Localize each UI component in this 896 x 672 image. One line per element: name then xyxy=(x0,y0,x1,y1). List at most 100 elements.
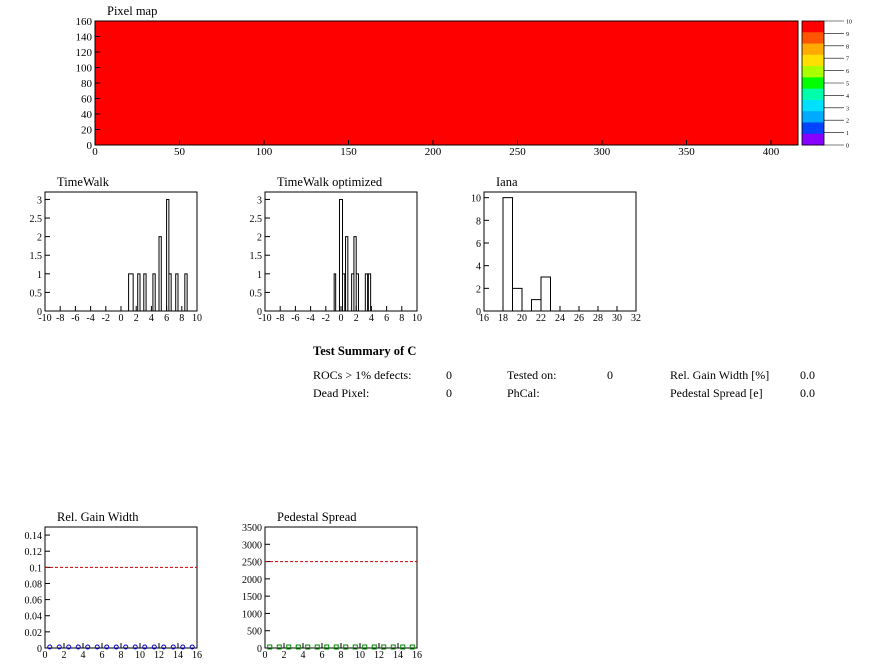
timewalk_opt-xtick-label: -4 xyxy=(306,313,314,324)
timewalk_opt-title: TimeWalk optimized xyxy=(277,175,383,189)
relgain-ytick-label: 0.12 xyxy=(25,547,43,558)
pedspread-ytick-label: 3500 xyxy=(242,523,262,534)
relgain-point xyxy=(94,644,100,650)
pixelmap-ytick-label: 60 xyxy=(81,94,93,106)
relgain-point xyxy=(104,644,110,650)
pedspread-xtick-label: 0 xyxy=(263,650,268,661)
pixelmap-title: Pixel map xyxy=(107,4,157,18)
relgain-ytick-label: 0.1 xyxy=(30,563,43,574)
timewalk-ytick-label: 3 xyxy=(37,195,42,206)
pixelmap-ytick-label: 0 xyxy=(87,140,93,152)
timewalk-xtick-label: 8 xyxy=(179,313,184,324)
timewalk-xtick-label: -8 xyxy=(56,313,64,324)
pedspread-point xyxy=(362,644,368,650)
iana-ytick-label: 8 xyxy=(476,216,481,227)
colorbar-label: 10 xyxy=(846,20,852,26)
timewalk_opt-xtick-label: 10 xyxy=(412,313,422,324)
pedspread-point xyxy=(352,644,358,650)
relgain-point xyxy=(47,644,53,650)
pedspread-point xyxy=(305,644,311,650)
colorbar-band xyxy=(802,122,824,135)
relgain-xtick-label: 12 xyxy=(154,650,164,661)
colorbar-label: 9 xyxy=(846,32,849,38)
timewalk-ytick-label: 2.5 xyxy=(30,214,43,225)
pedspread-point xyxy=(286,644,292,650)
colorbar-band xyxy=(802,43,824,56)
rel-gain-width-label: Rel. Gain Width [%] xyxy=(670,368,770,382)
relgain-ytick-label: 0.06 xyxy=(25,596,43,607)
relgain-xtick-label: 6 xyxy=(100,650,105,661)
timewalk_opt-ytick-label: 0.5 xyxy=(250,288,263,299)
timewalk-xtick-label: -4 xyxy=(86,313,94,324)
pedspread-point xyxy=(295,644,301,650)
iana-frame xyxy=(483,191,637,312)
iana-xtick-label: 18 xyxy=(498,313,508,324)
timewalk_opt-histogram xyxy=(333,198,372,311)
relgain-xtick-label: 14 xyxy=(173,650,183,661)
pedspread-ytick-label: 1000 xyxy=(242,609,262,620)
summary-title: Test Summary of C xyxy=(313,344,417,358)
pedestal-spread-value: 0.0 xyxy=(800,386,815,400)
pedspread-point xyxy=(314,644,320,650)
timewalk-xtick-label: 4 xyxy=(149,313,154,324)
colorbar-label: 1 xyxy=(846,131,849,137)
pixelmap-ytick-label: 80 xyxy=(81,78,93,90)
pedspread-point xyxy=(267,644,273,650)
timewalk-ytick-label: 2 xyxy=(37,233,42,244)
pedspread-ytick-label: 0 xyxy=(257,644,262,655)
timewalk-ytick-label: 1.5 xyxy=(30,251,43,262)
colorbar-label: 6 xyxy=(846,69,849,75)
relgain-xtick-label: 10 xyxy=(135,650,145,661)
timewalk_opt-xtick-label: -10 xyxy=(258,313,271,324)
relgain-xtick-label: 2 xyxy=(62,650,67,661)
rel-gain-width-value: 0.0 xyxy=(800,368,815,382)
iana-title: Iana xyxy=(496,175,518,189)
relgain-xtick-label: 0 xyxy=(43,650,48,661)
pedspread-point xyxy=(343,644,349,650)
pixelmap-ytick-label: 20 xyxy=(81,125,93,137)
relgain-point xyxy=(189,644,195,650)
phcal-label: PhCal: xyxy=(507,386,540,400)
pedspread-xtick-label: 6 xyxy=(320,650,325,661)
pedspread-title: Pedestal Spread xyxy=(277,510,357,524)
colorbar-label: 5 xyxy=(846,82,849,88)
timewalk-xtick-label: -2 xyxy=(102,313,110,324)
timewalk_opt-ytick-label: 2 xyxy=(257,233,262,244)
timewalk_opt-ytick-label: 2.5 xyxy=(250,214,263,225)
pedspread-point xyxy=(409,644,415,650)
colorbar-band xyxy=(802,32,824,45)
pixelmap-ytick-label: 40 xyxy=(81,109,93,121)
pedspread-point xyxy=(400,644,406,650)
iana-xtick-label: 24 xyxy=(555,313,565,324)
relgain-ytick-label: 0.02 xyxy=(25,628,43,639)
colorbar-label: 7 xyxy=(846,57,849,63)
relgain-point xyxy=(161,644,167,650)
timewalk_opt-xtick-label: 2 xyxy=(354,313,359,324)
iana-xtick-label: 22 xyxy=(536,313,546,324)
colorbar-band xyxy=(802,21,824,33)
relgain-point xyxy=(123,644,129,650)
pedspread-point xyxy=(371,644,377,650)
pixelmap-xtick-label: 0 xyxy=(92,146,98,158)
pixelmap-xtick-label: 300 xyxy=(594,146,611,158)
timewalk-ytick-label: 0 xyxy=(37,307,42,318)
dead-pixel-label: Dead Pixel: xyxy=(313,386,370,400)
pixelmap-xtick-label: 400 xyxy=(763,146,780,158)
dead-pixel-value: 0 xyxy=(446,386,452,400)
pedspread-point xyxy=(324,644,330,650)
timewalk_opt-frame xyxy=(264,191,418,312)
pedspread-xtick-label: 10 xyxy=(355,650,365,661)
iana-xtick-label: 16 xyxy=(479,313,489,324)
timewalk-ytick-label: 0.5 xyxy=(30,288,43,299)
timewalk_opt-ytick-label: 1 xyxy=(257,270,262,281)
pixelmap-ytick-label: 160 xyxy=(76,16,93,28)
pedspread-xtick-label: 8 xyxy=(339,650,344,661)
colorbar-band xyxy=(802,77,824,90)
relgain-xtick-label: 16 xyxy=(192,650,202,661)
timewalk-xtick-label: -6 xyxy=(71,313,79,324)
pixelmap-ytick-label: 100 xyxy=(76,63,93,75)
relgain-ytick-label: 0.14 xyxy=(25,531,43,542)
colorbar-label: 4 xyxy=(846,94,849,100)
iana-xtick-label: 30 xyxy=(612,313,622,324)
